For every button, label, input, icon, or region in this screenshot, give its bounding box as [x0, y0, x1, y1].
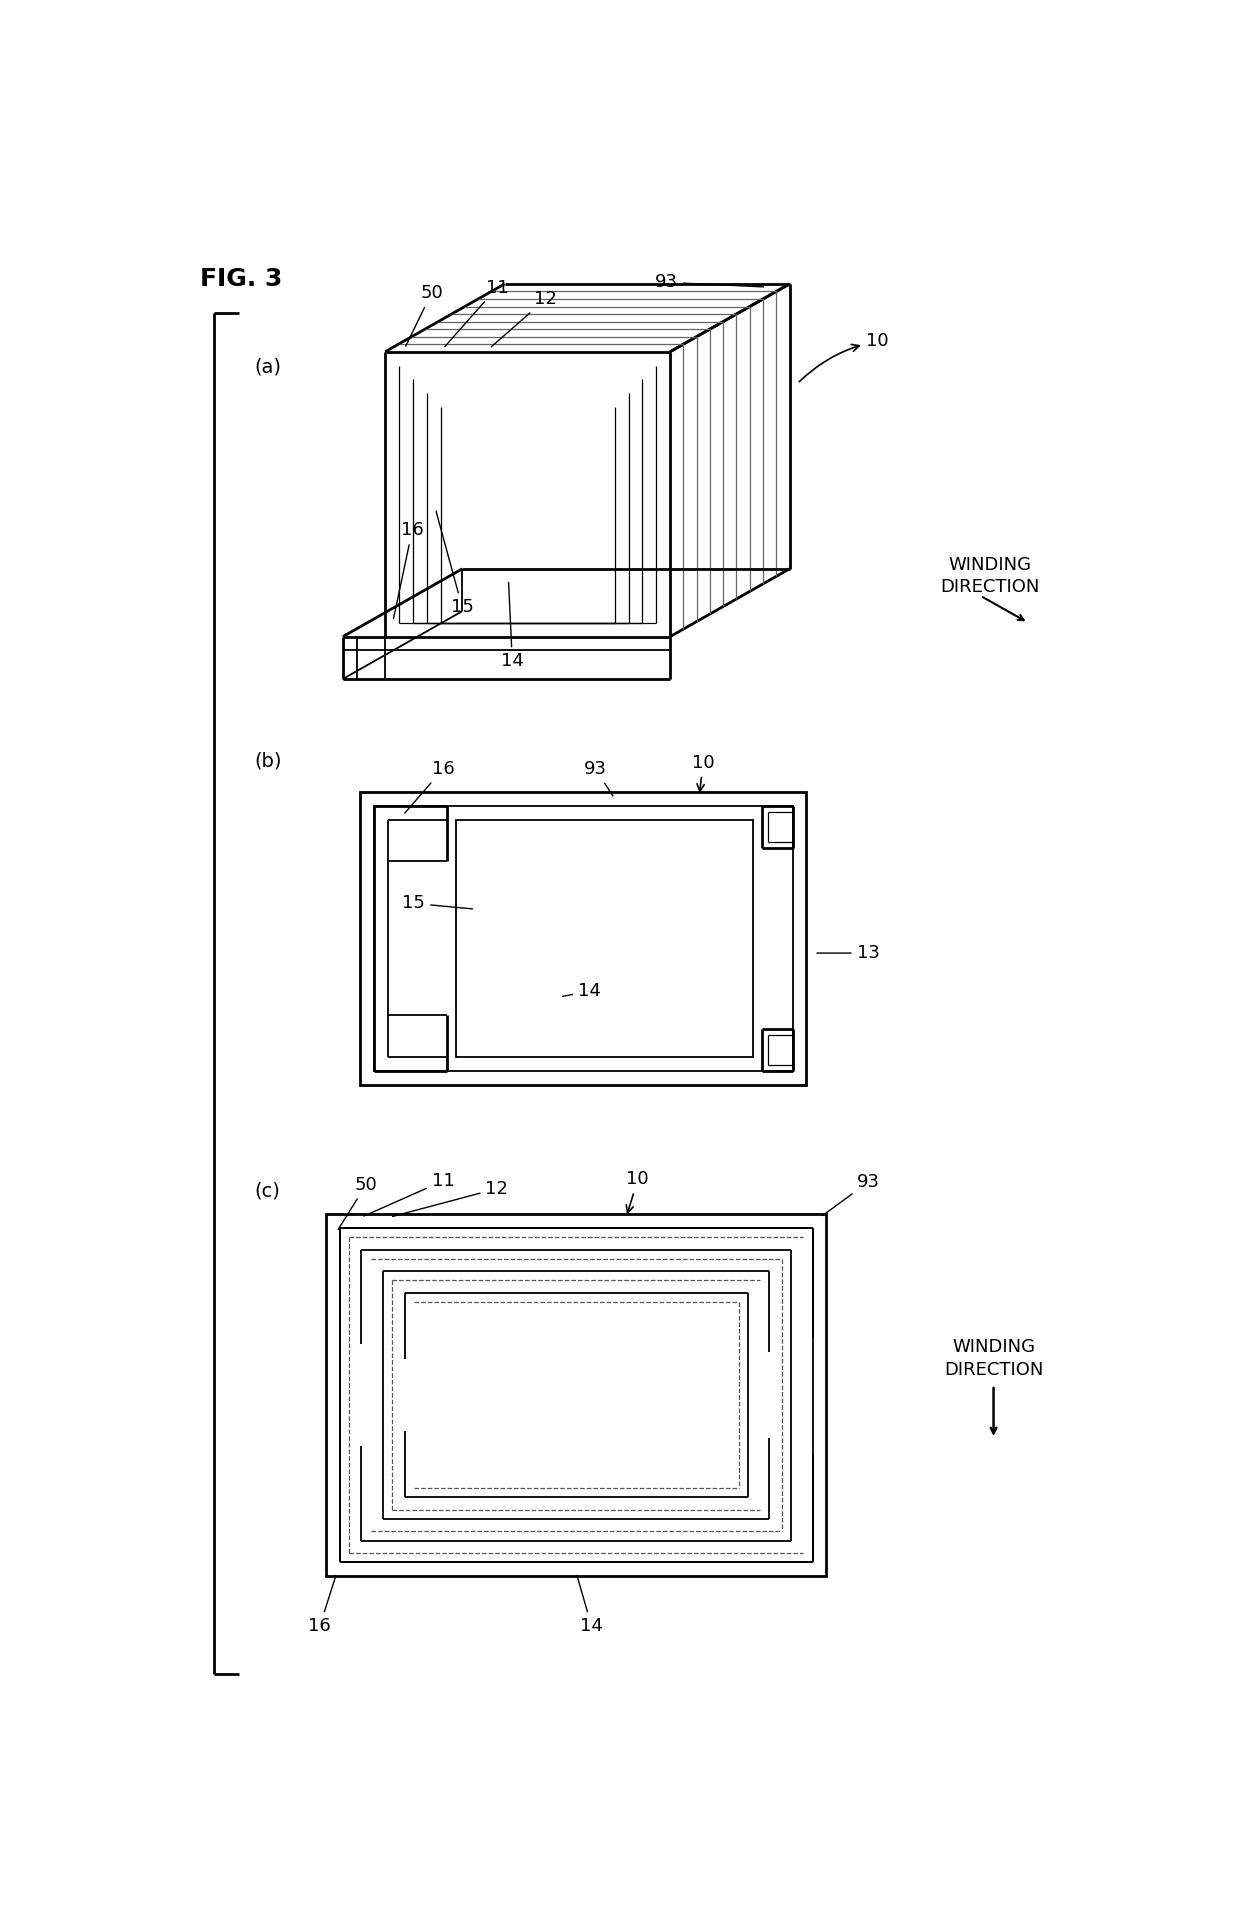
Text: 16: 16 [393, 521, 424, 619]
Text: 13: 13 [817, 943, 879, 962]
Text: 16: 16 [309, 1576, 336, 1635]
Bar [373, 805, 792, 1072]
Text: 50: 50 [405, 284, 443, 347]
Bar [326, 1213, 826, 1576]
Bar [456, 820, 753, 1056]
Text: 12: 12 [491, 289, 557, 347]
Text: 14: 14 [501, 583, 523, 671]
Text: 15: 15 [402, 895, 472, 912]
Bar [360, 792, 806, 1085]
Text: DIRECTION: DIRECTION [944, 1361, 1043, 1378]
Text: 14: 14 [563, 982, 601, 1001]
Text: 10: 10 [692, 753, 714, 792]
Text: 93: 93 [584, 759, 613, 796]
Text: 14: 14 [577, 1576, 603, 1635]
Text: DIRECTION: DIRECTION [940, 577, 1039, 596]
Text: 16: 16 [404, 759, 454, 813]
Text: WINDING: WINDING [952, 1338, 1035, 1355]
Text: 93: 93 [822, 1173, 880, 1215]
Text: (c): (c) [254, 1181, 280, 1200]
Text: 10: 10 [800, 332, 889, 381]
Text: 11: 11 [445, 278, 508, 347]
Text: 93: 93 [655, 274, 764, 291]
Text: WINDING: WINDING [949, 556, 1032, 573]
Text: (a): (a) [254, 358, 281, 376]
Text: 15: 15 [436, 512, 474, 617]
Text: 50: 50 [339, 1175, 377, 1229]
Text: FIG. 3: FIG. 3 [201, 266, 283, 291]
Text: 10: 10 [626, 1171, 649, 1213]
Text: (b): (b) [254, 751, 281, 771]
Text: 11: 11 [363, 1171, 454, 1215]
Text: 12: 12 [393, 1179, 508, 1217]
